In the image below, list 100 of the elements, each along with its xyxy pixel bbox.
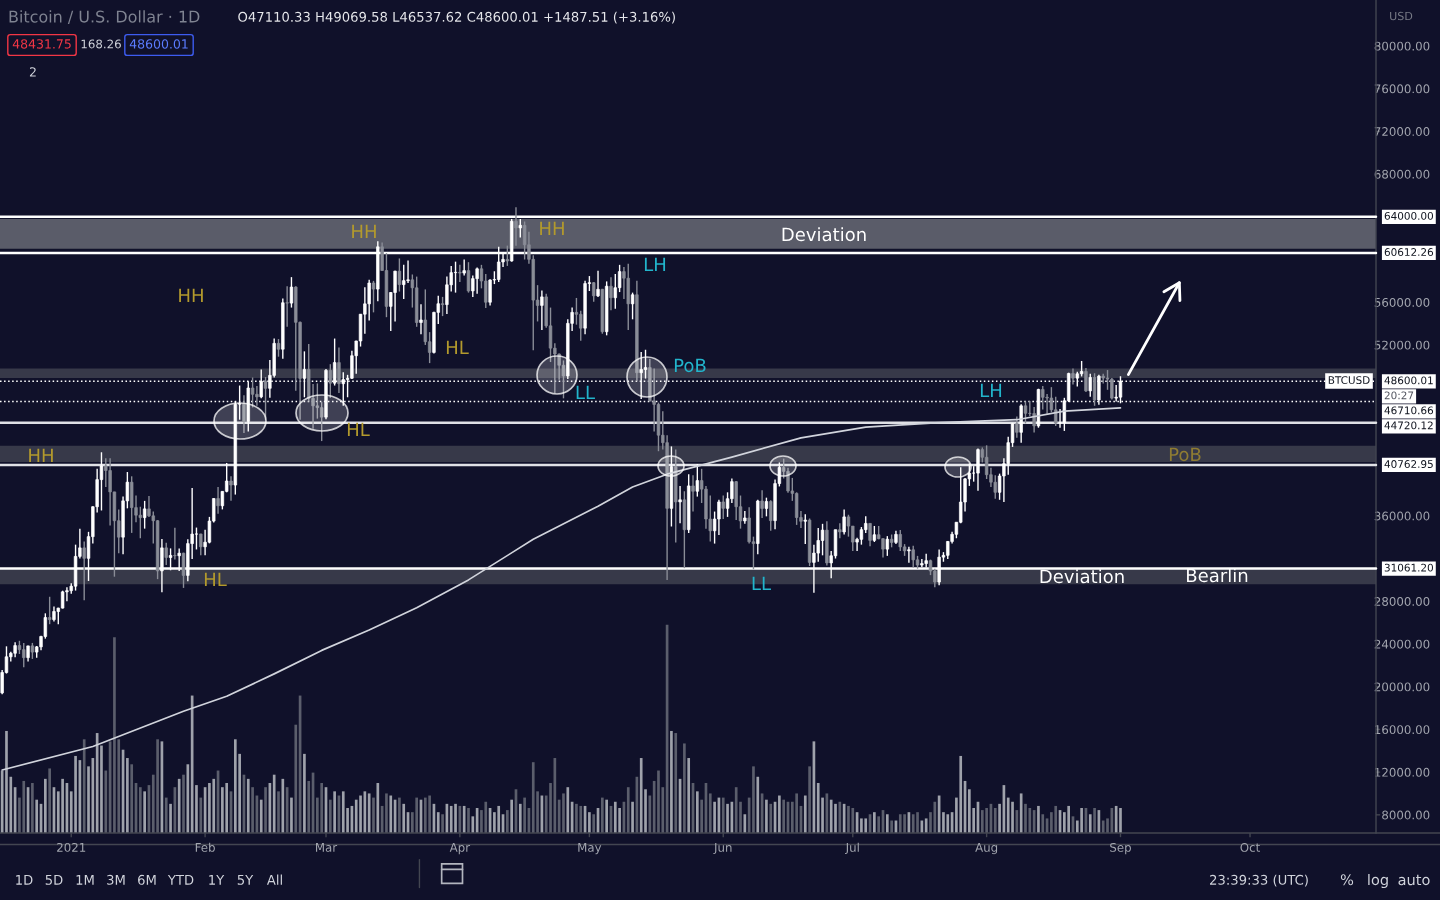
bar xyxy=(670,730,673,833)
candlestick xyxy=(1088,373,1092,398)
candlestick xyxy=(82,540,86,601)
candlestick xyxy=(216,486,220,515)
candlestick xyxy=(786,467,790,494)
bar xyxy=(367,793,371,833)
bar xyxy=(566,787,570,833)
candlestick xyxy=(1023,400,1028,425)
bar xyxy=(726,803,729,833)
annotation: Deviation xyxy=(1040,569,1124,584)
candlestick xyxy=(769,499,773,532)
y-tick-label: 28000.00 xyxy=(1374,596,1430,606)
bar xyxy=(1006,797,1010,833)
ref-line-label: 40762.95 xyxy=(1384,460,1433,468)
candlestick xyxy=(319,401,324,442)
bar xyxy=(1080,808,1083,833)
bar xyxy=(376,783,380,833)
bar xyxy=(74,755,77,833)
bar xyxy=(156,739,159,833)
bar xyxy=(674,733,678,833)
bar xyxy=(449,805,453,833)
bar xyxy=(579,805,583,833)
ref-line-label: 60612.26 xyxy=(1384,248,1434,256)
bar xyxy=(834,803,837,833)
candlestick xyxy=(885,535,889,557)
candlestick xyxy=(397,257,402,293)
bar xyxy=(885,814,889,833)
bar xyxy=(683,743,686,833)
bar xyxy=(700,799,703,833)
annotation: 168.26 xyxy=(81,39,121,49)
annotation: HL xyxy=(204,572,227,586)
candlestick xyxy=(285,285,289,328)
candlestick xyxy=(393,270,397,323)
candlestick xyxy=(803,513,807,545)
bar xyxy=(562,793,565,833)
annotation: HH xyxy=(179,288,203,302)
candlestick xyxy=(250,376,255,409)
bar xyxy=(518,803,522,833)
bar xyxy=(1119,808,1122,833)
bar xyxy=(549,783,552,833)
bar xyxy=(61,778,64,833)
y-tick-label: 16000.00 xyxy=(1375,725,1430,735)
candlestick xyxy=(255,385,259,407)
candlestick xyxy=(630,291,635,321)
candlestick xyxy=(458,264,462,283)
bar xyxy=(1019,793,1023,833)
candlestick xyxy=(514,206,518,247)
candlestick xyxy=(406,259,410,284)
text: 6M xyxy=(138,874,156,885)
bar xyxy=(631,801,634,833)
bar xyxy=(713,801,716,833)
annotation: HH xyxy=(540,221,564,235)
text: 1Y xyxy=(209,875,225,885)
bar xyxy=(100,745,103,833)
bar xyxy=(182,774,185,833)
candlestick xyxy=(505,244,510,267)
bar xyxy=(5,730,8,833)
candlestick xyxy=(1071,367,1075,386)
bar xyxy=(506,810,509,833)
candlestick xyxy=(402,264,406,300)
bar xyxy=(402,803,406,833)
bar xyxy=(816,783,820,833)
bar xyxy=(221,787,224,833)
x-tick-label: Sep xyxy=(1110,842,1131,855)
bar xyxy=(328,799,332,833)
bar xyxy=(467,808,470,833)
bar xyxy=(126,758,129,833)
candlestick xyxy=(419,303,423,335)
bar xyxy=(890,820,893,833)
annotation: 48600.01 xyxy=(129,39,188,49)
annotation: HL xyxy=(347,422,370,436)
ref-line-label: 44720.12 xyxy=(1384,421,1433,430)
bar xyxy=(605,799,608,833)
bar xyxy=(385,793,388,833)
text: All xyxy=(266,874,282,885)
candlestick xyxy=(820,523,825,557)
x-tick-label: May xyxy=(578,843,602,855)
candlestick xyxy=(1015,415,1019,439)
bar xyxy=(1041,814,1045,833)
candlestick xyxy=(540,289,544,331)
annotation: LL xyxy=(576,385,595,399)
bar xyxy=(35,799,39,833)
candlestick xyxy=(842,508,846,536)
bar xyxy=(721,797,725,833)
x-tick-label: Feb xyxy=(195,842,215,852)
bar xyxy=(743,814,747,833)
bar xyxy=(290,797,293,833)
y-tick-label: 20000.00 xyxy=(1374,682,1430,692)
annotation: LH xyxy=(644,257,666,271)
bar xyxy=(601,797,604,833)
text: 5Y xyxy=(237,875,254,885)
bar xyxy=(454,803,457,833)
annotation: HH xyxy=(352,224,376,238)
bar xyxy=(341,791,345,833)
candlestick xyxy=(609,276,613,311)
bar xyxy=(765,799,768,833)
bar xyxy=(613,801,617,833)
annotation: 48431.75 xyxy=(12,39,71,49)
text: YTD xyxy=(167,875,194,885)
candlestick xyxy=(652,367,656,433)
